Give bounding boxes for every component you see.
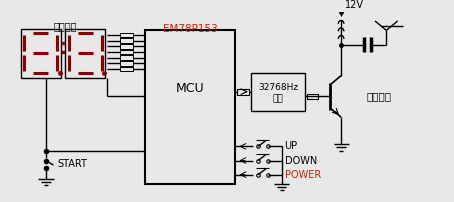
Bar xyxy=(119,61,133,66)
Text: 调制: 调制 xyxy=(272,94,283,103)
Text: 时间显示: 时间显示 xyxy=(53,21,77,31)
Bar xyxy=(65,28,105,78)
Text: POWER: POWER xyxy=(285,170,321,180)
Bar xyxy=(237,89,249,95)
Text: DOWN: DOWN xyxy=(285,156,317,165)
Bar xyxy=(251,73,305,110)
Bar xyxy=(119,33,133,37)
Bar xyxy=(119,67,133,72)
Text: START: START xyxy=(57,159,87,169)
Bar xyxy=(119,50,133,55)
Text: 32768Hz: 32768Hz xyxy=(258,83,298,92)
Text: MCU: MCU xyxy=(175,82,204,95)
Bar xyxy=(119,38,133,43)
Bar xyxy=(119,44,133,49)
Text: 12V: 12V xyxy=(345,0,364,10)
Bar xyxy=(145,30,235,184)
Text: 高频发射: 高频发射 xyxy=(366,91,391,101)
Bar xyxy=(119,55,133,60)
Bar xyxy=(307,94,318,99)
Text: EM78P153: EM78P153 xyxy=(163,24,217,34)
Bar xyxy=(20,28,61,78)
Text: UP: UP xyxy=(285,141,298,151)
